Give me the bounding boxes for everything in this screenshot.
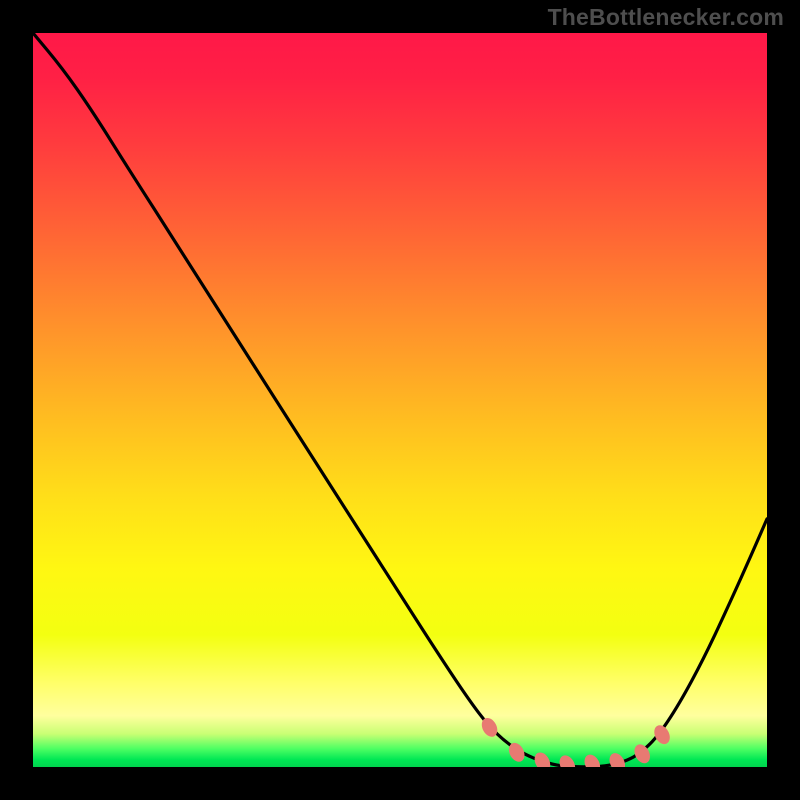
gradient-background — [33, 33, 767, 767]
figure-container: TheBottlenecker.com — [0, 0, 800, 800]
watermark-text: TheBottlenecker.com — [548, 4, 784, 31]
chart-svg — [33, 33, 767, 767]
plot-area — [33, 33, 767, 767]
